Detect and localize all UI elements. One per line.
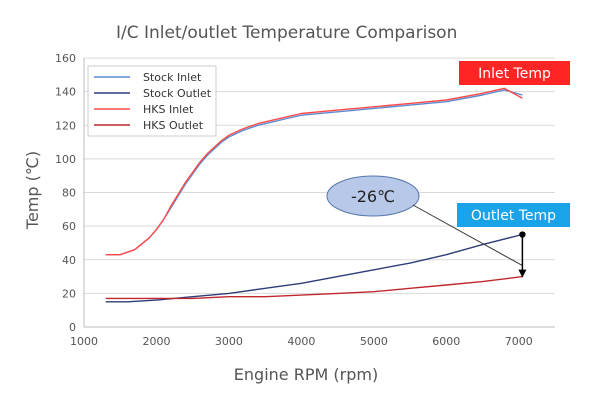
difference-arrow-head [518, 269, 527, 278]
x-axis-label: Engine RPM (rpm) [234, 365, 378, 384]
outlet-temp-label-box [457, 203, 570, 227]
series-line-stock-outlet [105, 233, 523, 303]
series-line-hks-outlet [105, 275, 523, 300]
y-tick-label: 60 [62, 220, 76, 233]
y-tick-label: 100 [55, 153, 76, 166]
y-axis-label: Temp (℃) [23, 151, 42, 230]
y-tick-label: 40 [62, 254, 76, 267]
y-tick-label: 140 [55, 86, 76, 99]
annotations: Inlet Temp Outlet Temp -26℃ [326, 61, 570, 278]
y-tick-label: 20 [62, 287, 76, 300]
difference-bubble [326, 175, 420, 217]
y-tick-label: 0 [69, 321, 76, 334]
difference-label: -26℃ [351, 187, 395, 206]
x-tick-label: 6000 [432, 335, 460, 348]
chart-title: I/C Inlet/outlet Temperature Comparison [116, 23, 457, 43]
y-tick-label: 160 [55, 52, 76, 65]
series-lines [105, 87, 523, 303]
x-tick-label: 2000 [142, 335, 170, 348]
legend-label: Stock Outlet [143, 87, 212, 100]
outlet-temp-label: Outlet Temp [471, 208, 556, 224]
inlet-temp-label: Inlet Temp [478, 66, 551, 82]
legend-label: Stock Inlet [143, 71, 202, 84]
y-tick-label: 120 [55, 119, 76, 132]
x-tick-label: 5000 [360, 335, 388, 348]
legend-label: HKS Inlet [143, 103, 194, 116]
legend: Stock Inlet Stock Outlet HKS Inlet HKS Outl… [87, 65, 217, 137]
x-tick-label: 4000 [287, 335, 315, 348]
inlet-temp-label-box [459, 61, 570, 85]
bubble-leader-line [412, 204, 523, 266]
legend-label: HKS Outlet [143, 119, 204, 132]
series-line-hks-inlet [105, 87, 523, 256]
x-tick-label: 1000 [70, 335, 98, 348]
y-tick-label: 80 [62, 187, 76, 200]
x-tick-label: 7000 [505, 335, 533, 348]
x-tick-label: 3000 [215, 335, 243, 348]
axes: 0 20 40 60 80 100 120 140 160 1000 2000 3000 4000 500… [55, 52, 533, 348]
